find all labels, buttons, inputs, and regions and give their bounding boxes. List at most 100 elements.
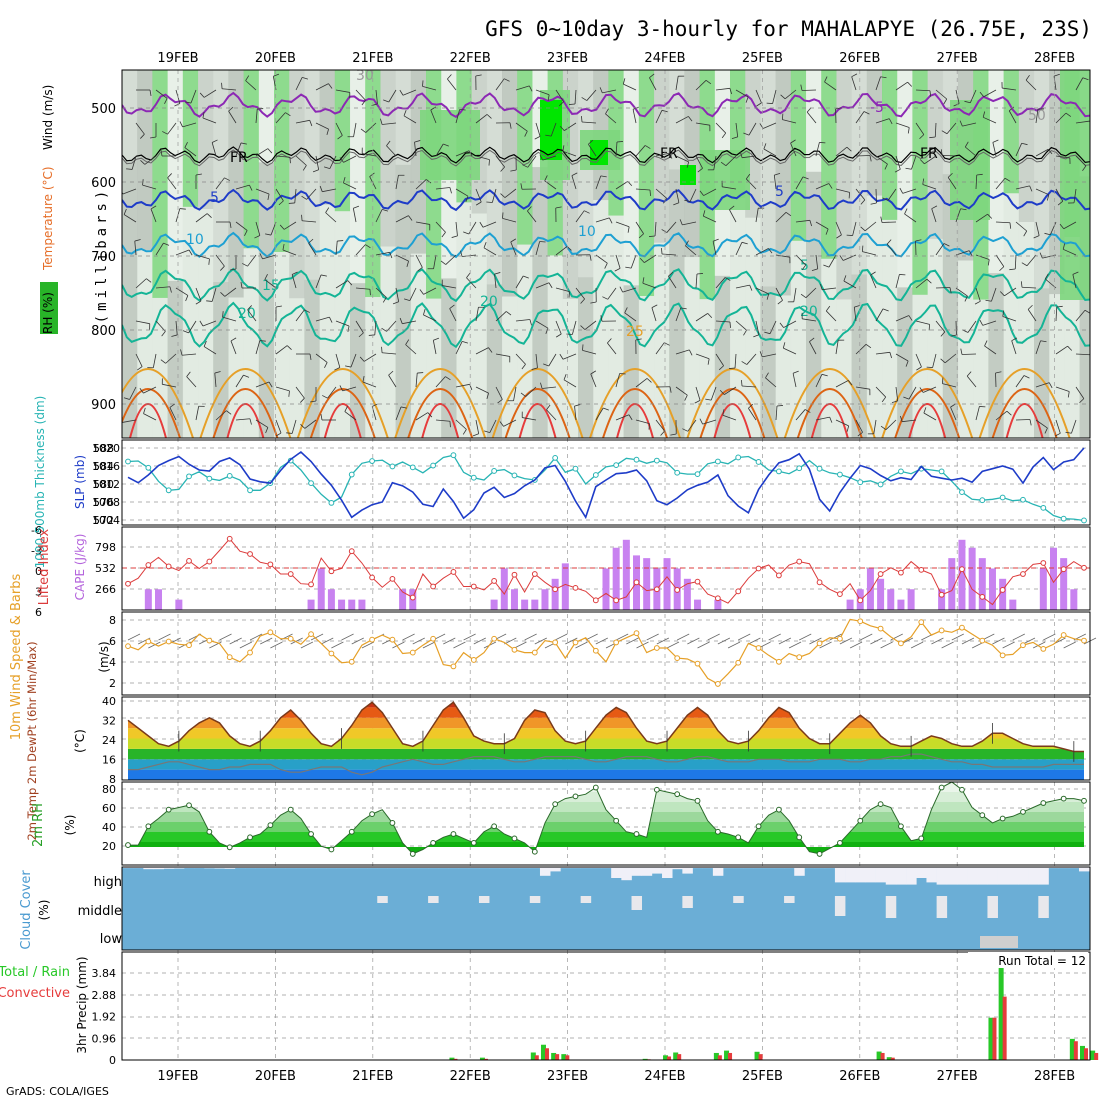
wind-barb — [615, 414, 630, 421]
wind-barb — [915, 89, 931, 92]
contour-25 — [881, 368, 974, 438]
wind-barb-flag — [358, 332, 364, 338]
wind-barb — [852, 221, 857, 236]
wind-barb-flag — [865, 343, 872, 349]
wind-barb-flag — [569, 103, 576, 105]
wind-barb — [403, 115, 417, 124]
wind-barb — [624, 312, 637, 322]
wind-speed-line-point — [267, 629, 274, 636]
rh-line-point — [552, 801, 559, 808]
surface-wind-barb — [860, 633, 873, 641]
wind-barb-flag — [288, 202, 295, 204]
wind-barb-flag — [1079, 398, 1085, 404]
precip-legend-conv: Convective — [0, 986, 70, 1001]
wind-barb — [1002, 316, 1017, 322]
wind-barb-flag — [510, 238, 517, 243]
wind-barb-flag — [1039, 252, 1043, 259]
wind-speed-line-point — [1040, 645, 1047, 652]
cloud-gap-high — [824, 867, 836, 869]
wind-barb-flag — [846, 425, 850, 432]
wind-barb-flag — [211, 139, 218, 143]
wind-barb-flag — [851, 73, 858, 78]
cloud-gap-mid — [936, 896, 948, 918]
wind-barb-flag — [540, 382, 543, 389]
surface-wind-barb — [687, 637, 700, 645]
wind-barb-flag — [699, 418, 703, 425]
surface-wind-barb — [463, 633, 476, 641]
cloud-gap-high — [682, 867, 693, 874]
wind-barb — [295, 119, 310, 124]
wind-barb — [455, 341, 463, 355]
wind-barb — [395, 254, 409, 262]
wind-barb — [355, 287, 370, 290]
contour-30 — [796, 388, 863, 438]
wind-barb — [435, 376, 446, 388]
cape-bar — [714, 599, 722, 610]
wind-barb — [315, 122, 329, 130]
wind-barb-flag — [360, 128, 367, 133]
cloud-gap-high — [448, 867, 459, 869]
rh-band — [395, 70, 412, 165]
wind-speed-line-point — [247, 649, 253, 656]
wind-barb-flag — [628, 414, 633, 421]
wind-barb-flag — [202, 112, 205, 119]
wind-barb-flag — [1002, 310, 1005, 317]
wind-barb — [414, 142, 417, 157]
wind-barb — [904, 213, 917, 223]
li-line-point — [674, 587, 681, 593]
rh-band — [380, 70, 396, 247]
wind-barb — [131, 155, 137, 170]
rh-band — [1003, 193, 1020, 438]
surface-wind-barb — [992, 637, 1005, 645]
li-line-point — [206, 558, 213, 565]
data-series — [122, 447, 1099, 1060]
wind-barb — [435, 143, 444, 157]
precip-total-bar — [540, 1044, 546, 1060]
wind-barb — [729, 209, 737, 223]
wind-barb — [255, 148, 269, 157]
wind-barb-flag — [449, 304, 455, 309]
wind-barb-flag — [510, 169, 517, 172]
wind-barb — [483, 247, 497, 256]
wind-barb-flag — [705, 79, 712, 85]
temp-band — [128, 769, 1084, 780]
wind-barb-flag — [140, 133, 145, 139]
wind-barb-flag — [908, 315, 913, 321]
thickness-line-point — [1040, 504, 1047, 511]
wind-barb-flag — [800, 84, 803, 91]
wind-barb — [835, 221, 842, 236]
rh-line-point — [979, 812, 986, 819]
wind-barb — [1035, 109, 1039, 124]
wind-barb-flag — [1084, 309, 1090, 314]
rh-band — [243, 70, 260, 249]
wind-barb-flag — [603, 407, 609, 411]
wind-barb-flag — [979, 319, 984, 326]
contour-30 — [504, 388, 571, 438]
wind-barb — [335, 122, 343, 136]
wind-barb — [955, 89, 960, 104]
wind-barb-flag — [343, 176, 346, 183]
cloud-gap-high — [539, 867, 551, 876]
thickness-line-point — [653, 457, 660, 464]
wind-barb-flag — [381, 346, 383, 353]
wind-barb — [615, 254, 621, 269]
wind-barb — [682, 221, 697, 226]
thickness-line-point — [898, 468, 904, 475]
wind-barb — [955, 287, 968, 297]
wind-barb-flag — [171, 334, 178, 337]
wind-barb — [835, 146, 848, 157]
wind-barb-flag — [334, 367, 341, 371]
wind-barb — [695, 353, 710, 360]
wind-barb-flag — [558, 101, 564, 107]
wind-speed-line-point — [674, 655, 681, 662]
wind-speed-line-point — [165, 638, 172, 645]
wind-barb-flag — [347, 325, 350, 332]
wind-barb-flag — [300, 424, 306, 429]
wind-speed-line-point — [918, 619, 925, 626]
wind-barb — [442, 285, 457, 289]
wind-barb — [735, 242, 743, 256]
wind-barb-flag — [1044, 273, 1049, 280]
wind-barb — [190, 89, 197, 104]
rh-band — [182, 206, 199, 438]
cloud-gap-high — [326, 867, 337, 869]
